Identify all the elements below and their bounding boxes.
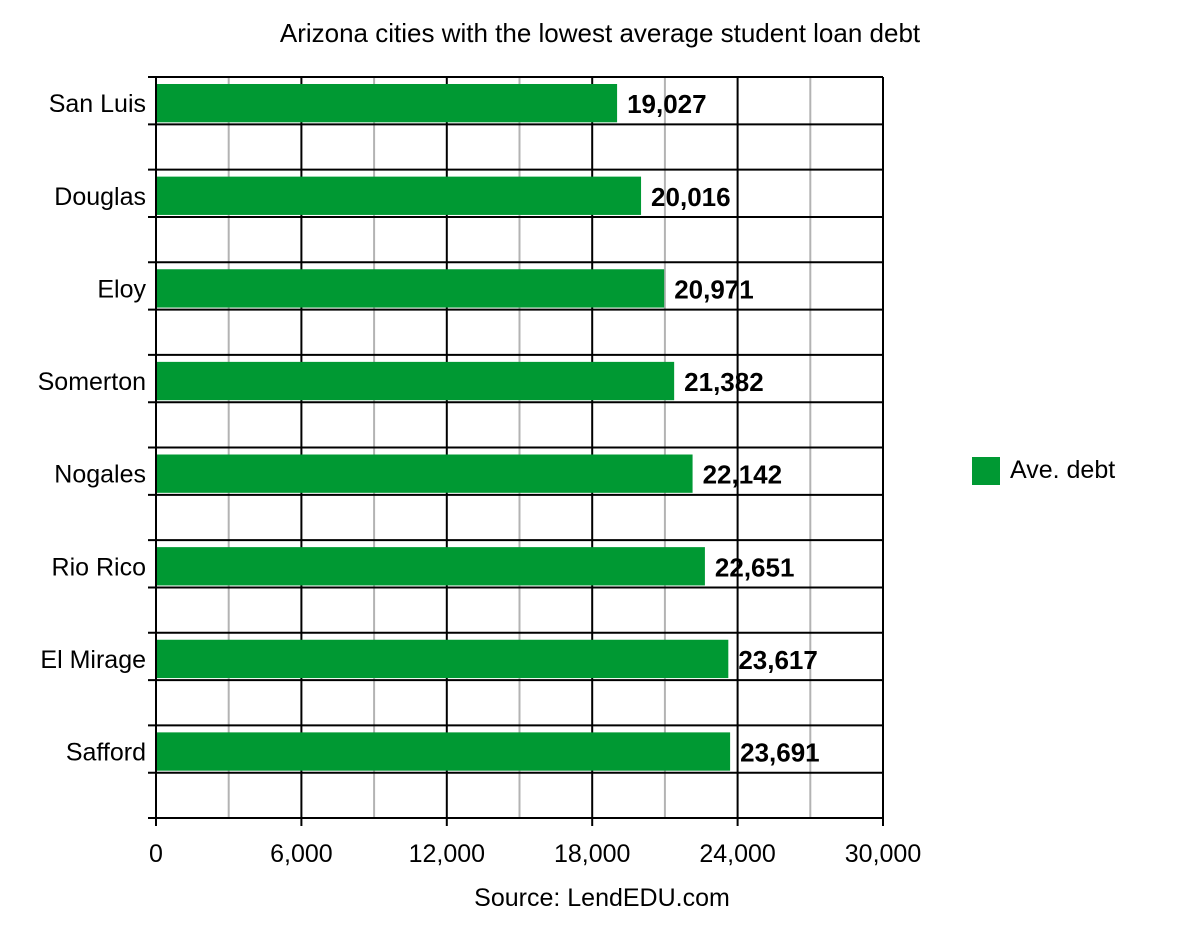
bar <box>156 639 729 679</box>
x-tick-label: 24,000 <box>699 840 775 868</box>
category-label: Nogales <box>54 461 146 489</box>
source-text: Source: LendEDU.com <box>474 884 730 912</box>
data-label: 20,016 <box>651 182 731 212</box>
data-label: 20,971 <box>674 274 754 304</box>
bar <box>156 454 693 493</box>
bar <box>156 269 665 308</box>
category-label: Rio Rico <box>52 553 146 581</box>
category-label: Eloy <box>97 275 146 303</box>
bar <box>156 176 642 215</box>
legend-swatch <box>972 456 1000 485</box>
data-label: 19,027 <box>627 89 707 119</box>
bar <box>156 732 731 771</box>
legend-label: Ave. debt <box>1010 456 1116 484</box>
source-note: Source: LendEDU.com <box>0 884 1200 913</box>
category-label: Safford <box>66 739 146 767</box>
data-label: 23,617 <box>738 645 818 675</box>
bar <box>156 84 618 123</box>
category-label: San Luis <box>49 90 146 118</box>
category-label: Somerton <box>38 368 146 396</box>
data-label: 22,142 <box>703 460 783 490</box>
x-tick-label: 6,000 <box>270 840 333 868</box>
x-tick-label: 18,000 <box>554 840 630 868</box>
x-tick-label: 0 <box>149 840 163 868</box>
data-label: 23,691 <box>740 738 820 768</box>
chart-title: Arizona cities with the lowest average s… <box>279 18 921 48</box>
category-label: Douglas <box>54 183 146 211</box>
bar <box>156 361 675 401</box>
data-label: 21,382 <box>684 367 764 397</box>
data-label: 22,651 <box>715 552 795 582</box>
category-label: El Mirage <box>40 646 146 674</box>
bar <box>156 547 705 586</box>
x-tick-label: 30,000 <box>845 840 921 868</box>
legend: Ave. debt <box>972 456 1115 485</box>
x-tick-label: 12,000 <box>409 840 485 868</box>
